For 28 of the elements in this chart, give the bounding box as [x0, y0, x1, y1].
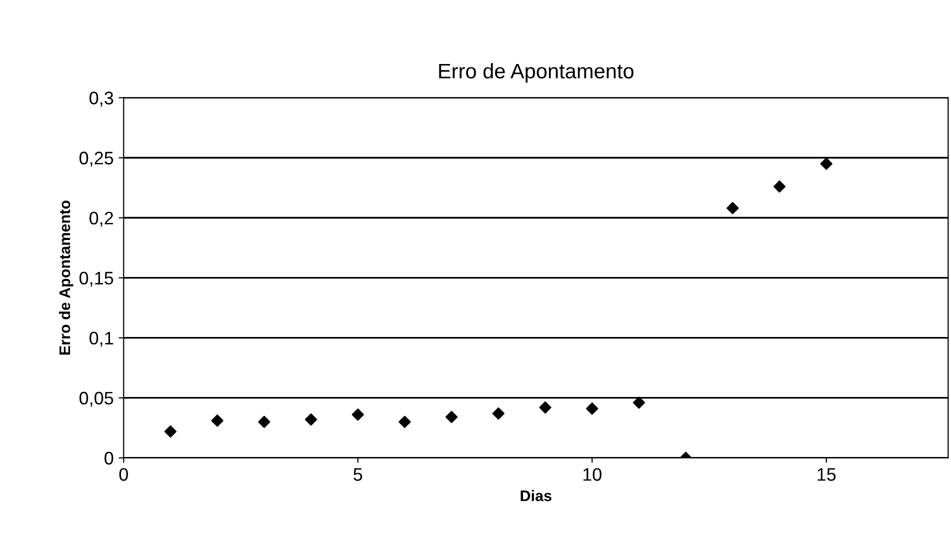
point: [820, 158, 832, 170]
y-tick-label: 0,05: [79, 392, 114, 407]
point: [773, 180, 786, 193]
x-tick-label: 10: [583, 468, 602, 481]
point: [726, 202, 739, 214]
point: [539, 401, 552, 414]
point: [398, 416, 411, 428]
x-tick-label: 15: [818, 468, 836, 481]
x-tick-label: 5: [354, 468, 362, 481]
y-tick-label: 0,15: [79, 272, 114, 287]
x-tick-label: 0: [119, 468, 128, 481]
point: [164, 425, 177, 438]
point: [304, 413, 318, 426]
y-tick-label: 0,1: [90, 332, 114, 347]
x-axis-title: Dias: [520, 490, 552, 502]
point: [445, 410, 458, 424]
point: [258, 416, 270, 428]
point: [211, 414, 224, 427]
point: [352, 408, 364, 421]
point: [586, 402, 598, 415]
y-tick-label: 0: [104, 452, 114, 465]
y-tick-label: 0,25: [79, 152, 114, 167]
y-tick-label: 0,3: [90, 92, 114, 107]
chart-title: Erro de Apontamento: [439, 63, 634, 83]
point: [632, 396, 646, 409]
point: [492, 407, 504, 420]
y-axis-title: Erro de Apontamento: [58, 200, 74, 355]
y-tick-label: 0,2: [90, 212, 114, 227]
